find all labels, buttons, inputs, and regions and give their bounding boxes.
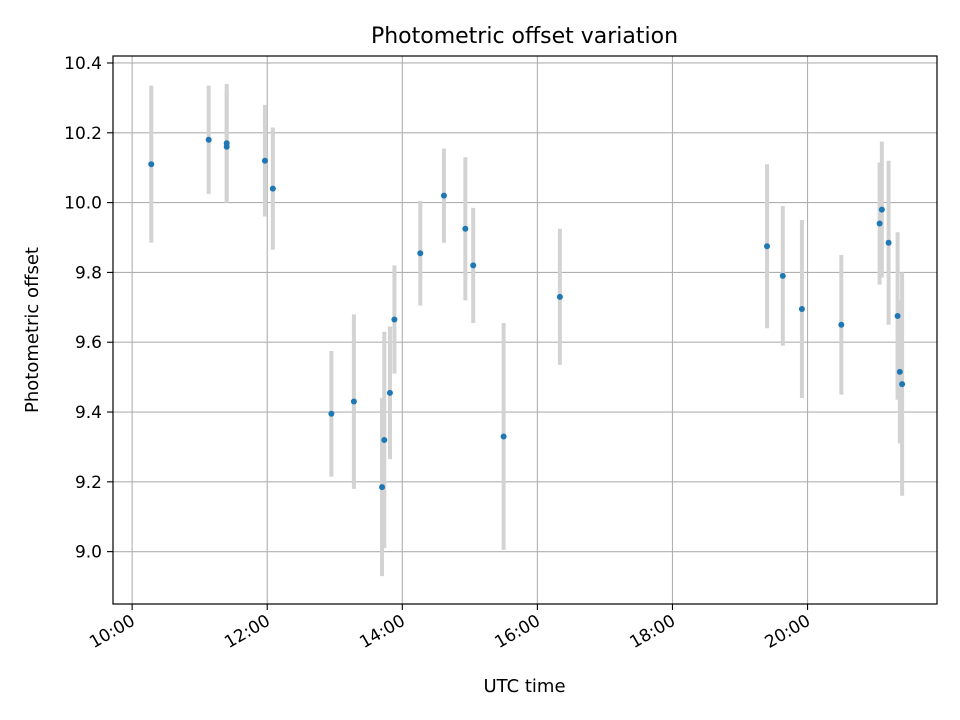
y-tick-label: 9.0 <box>75 543 102 563</box>
data-point <box>223 143 230 150</box>
y-tick-label: 10.2 <box>64 124 102 144</box>
data-point <box>328 410 335 417</box>
data-point <box>269 185 276 192</box>
y-tick-label: 9.8 <box>75 263 102 283</box>
y-axis-label: Photometric offset <box>22 247 43 413</box>
data-point <box>386 389 393 396</box>
data-point <box>148 161 155 168</box>
data-point <box>764 243 771 250</box>
data-point <box>391 316 398 323</box>
y-axis-ticks: 9.0 9.2 9.4 9.6 9.8 10.0 10.2 10.4 <box>64 54 113 563</box>
chart-title: Photometric offset variation <box>371 24 678 49</box>
data-point <box>379 484 386 491</box>
data-point <box>556 293 563 300</box>
data-point <box>894 313 901 320</box>
data-point <box>417 250 424 257</box>
y-tick-label: 10.0 <box>64 194 102 214</box>
data-point <box>878 206 885 213</box>
data-point <box>205 136 212 143</box>
data-point <box>876 220 883 227</box>
plot-frame <box>112 55 938 605</box>
data-point <box>440 192 447 199</box>
data-point <box>798 306 805 313</box>
data-point <box>896 368 903 375</box>
data-point <box>899 381 906 388</box>
y-tick-label: 9.4 <box>75 403 102 423</box>
data-point <box>500 433 507 440</box>
data-points <box>148 136 906 491</box>
data-point <box>838 321 845 328</box>
data-point <box>261 157 268 164</box>
grid-lines <box>113 56 937 604</box>
y-tick-label: 9.6 <box>75 333 102 353</box>
data-point <box>462 225 469 232</box>
data-point <box>885 239 892 246</box>
data-point <box>779 272 786 279</box>
y-tick-label: 9.2 <box>75 473 102 493</box>
data-point <box>470 262 477 269</box>
data-point <box>350 398 357 405</box>
x-axis-label: UTC time <box>483 676 565 697</box>
data-point <box>381 436 388 443</box>
y-tick-label: 10.4 <box>64 54 102 74</box>
